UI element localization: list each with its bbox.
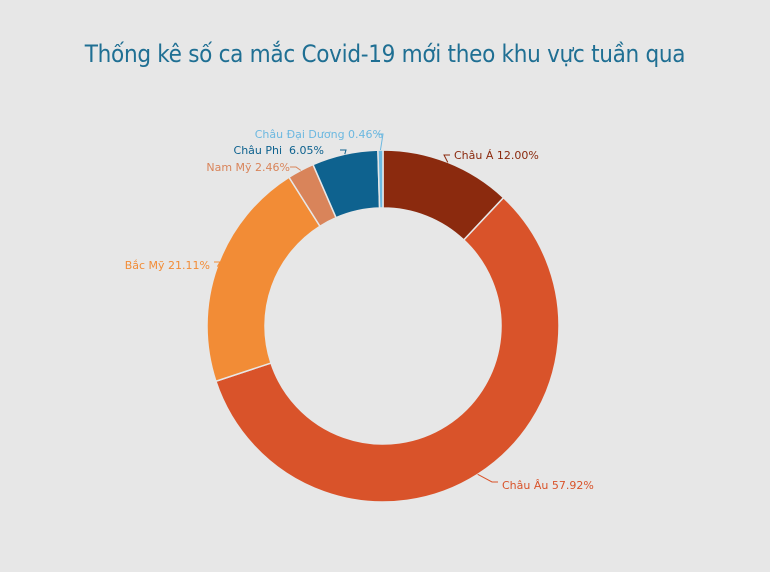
- leader-line-3: [290, 166, 302, 171]
- chart-title: Thống kê số ca mắc Covid-19 mới theo khu…: [84, 40, 686, 68]
- slice-label-1: Châu Âu 57.92%: [502, 479, 594, 492]
- pie-slice-5: [377, 149, 384, 209]
- slice-label-3: Nam Mỹ 2.46%: [206, 161, 290, 174]
- leader-line-5: [377, 133, 384, 151]
- pie-slice-2: [206, 176, 321, 383]
- pie-slice-1: [214, 196, 560, 503]
- slice-label-0: Châu Á 12.00%: [454, 149, 539, 162]
- leader-line-0: [443, 154, 450, 163]
- leader-line-4: [340, 149, 347, 155]
- slice-label-2: Bắc Mỹ 21.11%: [125, 259, 210, 272]
- leader-line-1: [477, 473, 498, 483]
- slice-label-5: Châu Đại Dương 0.46%: [255, 128, 383, 141]
- leader-line-2: [214, 261, 221, 267]
- slice-label-4: Châu Phi 6.05%: [234, 144, 324, 157]
